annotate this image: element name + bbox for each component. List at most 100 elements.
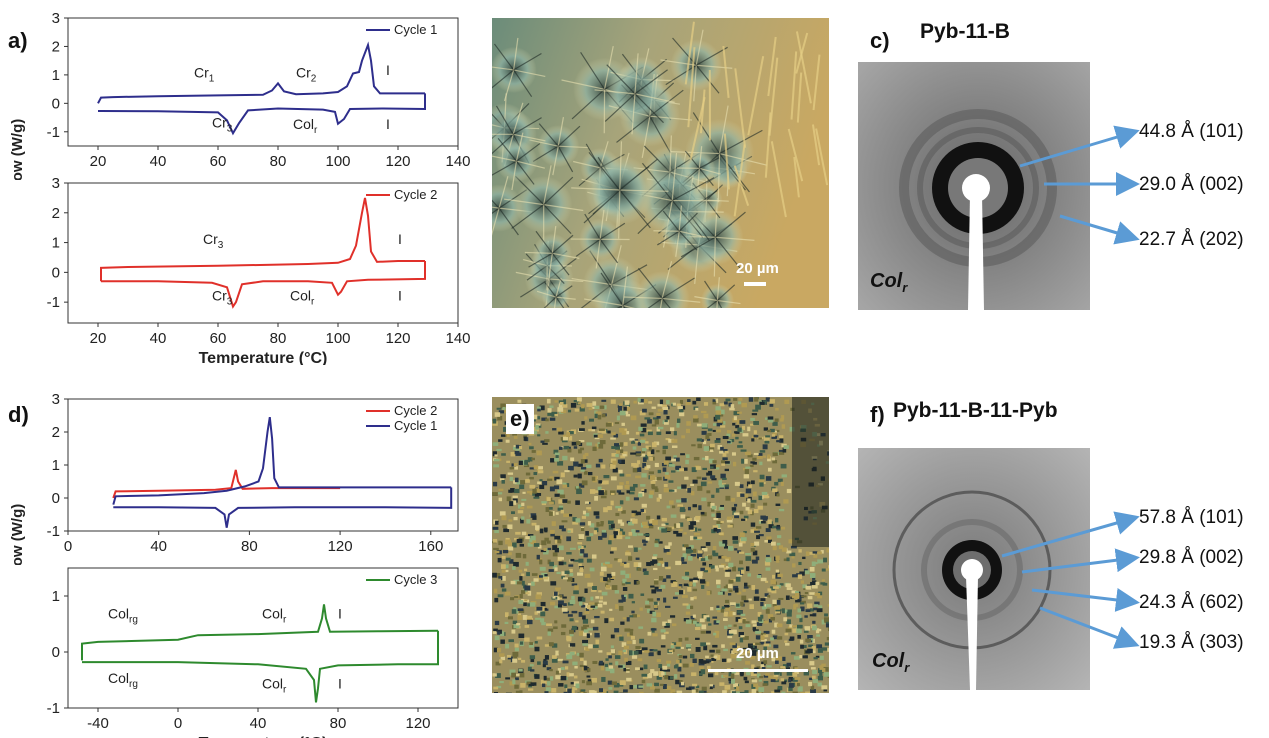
pom-speckle: [614, 628, 620, 633]
pom-speckle: [633, 483, 638, 488]
pom-speckle: [554, 457, 559, 462]
pom-speckle: [712, 401, 717, 405]
pom-speckle: [493, 464, 499, 468]
pom-speckle: [553, 485, 560, 490]
pom-speckle: [501, 588, 507, 592]
pom-fan-line: [511, 204, 545, 229]
pom-speckle: [665, 431, 671, 435]
pom-speckle: [529, 484, 536, 489]
pom-speckle: [702, 562, 707, 566]
pom-fan-line: [583, 189, 621, 224]
pom-speckle: [509, 681, 515, 686]
pom-speckle: [679, 468, 685, 472]
pom-speckle: [821, 568, 826, 572]
pom-fan-line: [512, 117, 542, 135]
pom-speckle: [575, 683, 580, 689]
pom-speckle: [750, 417, 755, 421]
pom-speckle: [738, 631, 744, 637]
pom-speckle: [598, 688, 604, 693]
pom-fan-line: [492, 199, 500, 209]
pom-speckle: [723, 484, 730, 487]
pom-speckle: [771, 574, 776, 579]
pom-speckle: [775, 608, 782, 612]
pom-speckle: [699, 579, 706, 584]
pom-speckle: [623, 442, 628, 446]
pom-needle: [747, 56, 765, 136]
pom-speckle: [648, 446, 652, 451]
pom-speckle: [549, 405, 554, 408]
pom-speckle: [745, 566, 750, 572]
x-tick-label: 40: [150, 538, 167, 555]
pom-speckle: [783, 617, 788, 622]
pom-speckle: [743, 474, 750, 479]
pom-speckle: [685, 402, 691, 406]
pom-speckle: [715, 406, 721, 411]
phase-annotation: Cr1: [194, 65, 215, 85]
pom-speckle: [647, 631, 652, 636]
pom-speckle: [815, 581, 820, 586]
pom-speckle: [715, 464, 721, 468]
pom-speckle: [637, 400, 644, 405]
pom-speckle: [691, 672, 697, 677]
pom-speckle: [573, 474, 578, 478]
pom-fan-line: [661, 298, 671, 308]
pom-speckle: [661, 523, 666, 527]
pom-speckle: [636, 580, 640, 585]
phase-annotation: Colr: [262, 675, 287, 695]
pom-speckle: [693, 688, 699, 693]
pom-fan-line: [561, 79, 605, 90]
pom-fan-line: [543, 204, 584, 212]
pom-fan-line: [552, 146, 559, 176]
pom-speckle: [638, 667, 644, 671]
pom-speckle: [498, 497, 503, 502]
series-line-cycle-1-cooling: [113, 487, 453, 528]
pom-speckle: [555, 589, 560, 592]
phase-annotation: Colrg: [108, 605, 138, 625]
pom-fan-line: [714, 236, 741, 269]
x-tick-label: 140: [445, 153, 470, 170]
pom-speckle: [794, 592, 800, 598]
pom-speckle: [656, 675, 662, 680]
pom-speckle: [519, 593, 523, 599]
pom-speckle: [603, 507, 608, 513]
pom-speckle: [743, 676, 748, 681]
pom-dark-corner: [792, 397, 829, 547]
pom-speckle: [518, 460, 523, 466]
pom-speckle: [578, 428, 585, 431]
pom-speckle: [502, 524, 507, 528]
pom-speckle: [661, 528, 667, 533]
pom-speckle: [572, 517, 577, 522]
pom-fan-line: [528, 252, 553, 268]
pom-speckle: [756, 535, 761, 540]
pom-speckle: [699, 618, 705, 623]
pom-speckle: [589, 567, 595, 572]
pom-speckle: [603, 474, 610, 479]
pom-speckle: [728, 589, 733, 592]
pom-speckle: [577, 572, 583, 576]
pom-speckle: [712, 550, 716, 556]
pom-speckle: [716, 579, 721, 585]
pom-speckle: [748, 484, 752, 488]
pom-speckle: [542, 664, 546, 668]
pom-speckle: [580, 658, 584, 662]
pom-speckle: [707, 432, 712, 436]
pom-speckle: [573, 590, 579, 595]
phase-annotation: Cr3: [203, 231, 224, 251]
pom-speckle: [769, 399, 775, 404]
pom-speckle: [711, 513, 716, 517]
pom-speckle: [801, 595, 807, 598]
pom-speckle: [610, 645, 614, 649]
pom-speckle: [593, 434, 598, 438]
pom-speckle: [581, 421, 585, 425]
pom-needle: [723, 133, 730, 190]
pom-speckle: [721, 644, 725, 648]
pom-speckle: [567, 688, 572, 693]
pom-speckle: [548, 642, 554, 647]
pom-speckle: [728, 562, 734, 568]
pom-speckle: [650, 480, 656, 484]
pom-speckle: [797, 574, 803, 579]
pom-speckle: [683, 583, 689, 587]
pom-speckle: [641, 450, 645, 454]
pom-fan-line: [698, 167, 714, 186]
